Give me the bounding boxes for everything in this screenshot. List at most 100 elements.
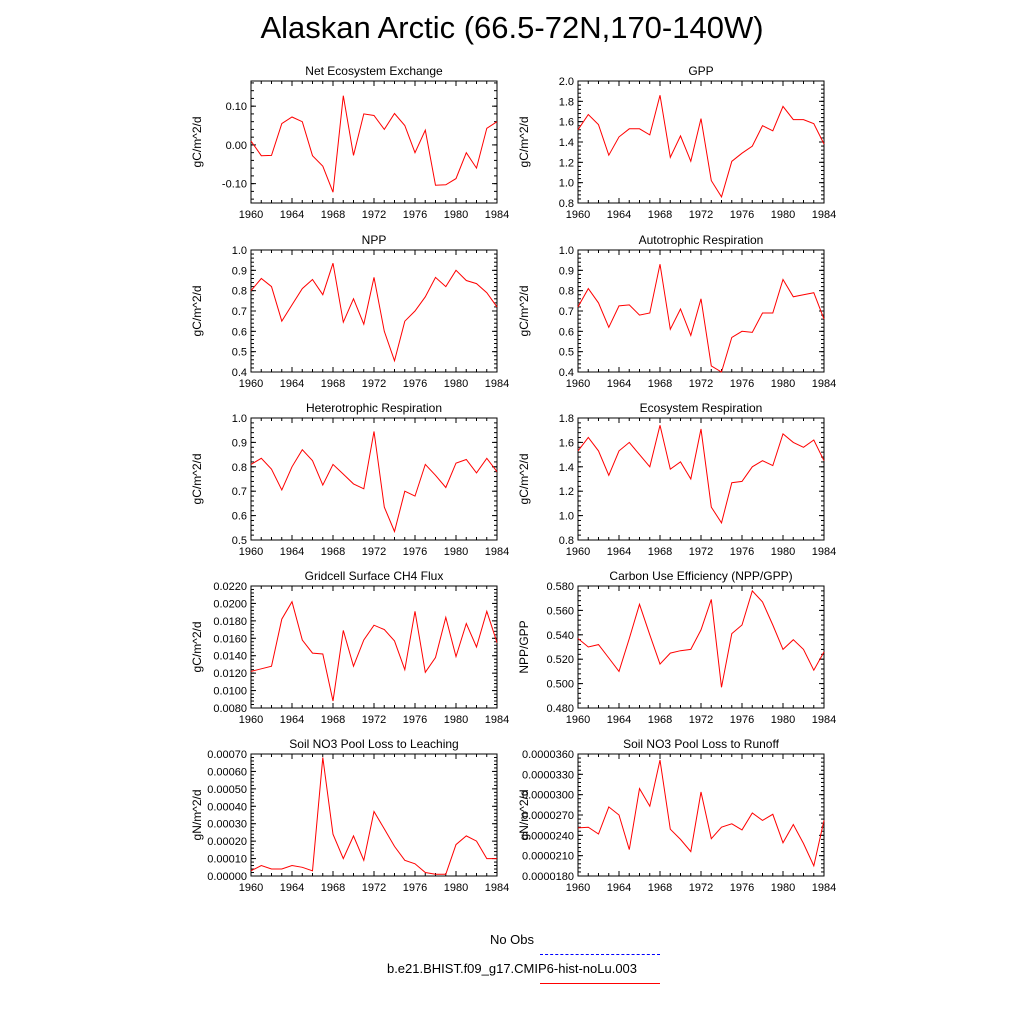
- x-tick-label: 1972: [362, 714, 386, 726]
- y-tick-label: 1.6: [559, 437, 574, 449]
- y-tick-label: 0.0000180: [522, 871, 574, 883]
- x-tick-label: 1976: [403, 378, 427, 390]
- x-tick-label: 1984: [812, 209, 836, 221]
- y-tick-label: 1.0: [559, 245, 574, 257]
- chart-title: Gridcell Surface CH4 Flux: [305, 569, 444, 583]
- y-tick-label: 0.9: [232, 265, 247, 277]
- legend-line-no-obs: [540, 954, 660, 955]
- x-tick-label: 1984: [485, 378, 509, 390]
- series-line: [250, 95, 498, 193]
- plot-frame: [250, 585, 498, 709]
- legend-label-no-obs: No Obs: [489, 932, 535, 947]
- series-line: [250, 757, 497, 875]
- series-line: [577, 264, 825, 373]
- x-tick-label: 1984: [812, 546, 836, 558]
- y-tick-label: 0.10: [226, 101, 247, 113]
- y-tick-label: 0.9: [559, 265, 574, 277]
- y-tick-label: 0.520: [546, 654, 574, 666]
- y-tick-label: 0.540: [546, 630, 574, 642]
- y-tick-label: 2.0: [559, 76, 574, 88]
- x-tick-label: 1984: [485, 546, 509, 558]
- chart-title: Autotrophic Respiration: [639, 233, 764, 247]
- y-tick-label: 1.0: [559, 178, 574, 190]
- chart-panel-4: Heterotrophic Respiration gC/m^2/d 1960 196…: [190, 401, 509, 558]
- chart-title: GPP: [688, 64, 713, 78]
- chart-panel-8: Soil NO3 Pool Loss to Leaching gN/m^2/d 19…: [190, 737, 509, 894]
- chart-title: Soil NO3 Pool Loss to Runoff: [623, 737, 780, 751]
- y-axis-label: gC/m^2/d: [190, 286, 204, 337]
- x-tick-label: 1980: [444, 209, 468, 221]
- x-tick-label: 1968: [321, 714, 345, 726]
- x-tick-label: 1968: [648, 714, 672, 726]
- x-tick-label: 1964: [607, 546, 631, 558]
- y-tick-label: 0.0000240: [522, 830, 574, 842]
- x-tick-label: 1984: [485, 714, 509, 726]
- series-line: [250, 263, 498, 363]
- x-tick-label: 1968: [321, 882, 345, 894]
- x-tick-label: 1984: [812, 378, 836, 390]
- chart-panel-7: Carbon Use Efficiency (NPP/GPP) NPP/GPP 19…: [517, 569, 836, 726]
- plot-frame: [250, 417, 498, 541]
- y-tick-label: 0.0160: [213, 633, 247, 645]
- x-tick-label: 1960: [239, 378, 263, 390]
- x-tick-label: 1960: [239, 714, 263, 726]
- x-tick-label: 1984: [485, 209, 509, 221]
- y-tick-label: 0.0080: [213, 703, 247, 715]
- y-tick-label: 0.0100: [213, 686, 247, 698]
- y-tick-label: 1.0: [232, 245, 247, 257]
- x-tick-label: 1976: [730, 714, 754, 726]
- y-tick-label: 0.6: [232, 511, 247, 523]
- x-tick-label: 1972: [362, 546, 386, 558]
- y-axis-label: gC/m^2/d: [190, 454, 204, 505]
- x-tick-label: 1976: [403, 882, 427, 894]
- plot-frame: [250, 80, 498, 204]
- chart-title: Carbon Use Efficiency (NPP/GPP): [609, 569, 792, 583]
- x-tick-label: 1960: [566, 546, 590, 558]
- y-tick-label: 0.8: [559, 198, 574, 210]
- x-tick-label: 1968: [648, 546, 672, 558]
- y-tick-label: -0.10: [222, 179, 247, 191]
- y-tick-label: 0.7: [232, 486, 247, 498]
- y-tick-label: 0.8: [232, 462, 247, 474]
- y-tick-label: 0.00: [226, 140, 247, 152]
- x-tick-label: 1984: [812, 882, 836, 894]
- y-tick-label: 0.8: [232, 286, 247, 298]
- chart-title: Ecosystem Respiration: [640, 401, 763, 415]
- y-tick-label: 0.480: [546, 703, 574, 715]
- x-tick-label: 1964: [607, 378, 631, 390]
- plot-frame: [577, 753, 825, 877]
- x-tick-label: 1972: [689, 378, 713, 390]
- legend-line-model: [540, 983, 660, 984]
- x-tick-label: 1968: [648, 882, 672, 894]
- y-tick-label: 0.6: [559, 326, 574, 338]
- chart-panel-6: Gridcell Surface CH4 Flux gC/m^2/d 1960 196…: [190, 569, 509, 726]
- chart-panel-0: Net Ecosystem Exchange gC/m^2/d 1960 1964 19…: [190, 64, 509, 221]
- x-tick-label: 1980: [444, 882, 468, 894]
- x-tick-label: 1976: [730, 882, 754, 894]
- y-tick-label: 0.4: [232, 367, 247, 379]
- x-tick-label: 1960: [239, 882, 263, 894]
- x-tick-label: 1976: [403, 714, 427, 726]
- x-tick-label: 1968: [321, 378, 345, 390]
- y-tick-label: 0.560: [546, 605, 574, 617]
- x-tick-label: 1964: [280, 882, 304, 894]
- y-tick-label: 1.4: [559, 462, 574, 474]
- y-axis-label: gC/m^2/d: [517, 454, 531, 505]
- x-tick-label: 1968: [321, 209, 345, 221]
- y-tick-label: 0.5: [232, 347, 247, 359]
- y-tick-label: 1.8: [559, 413, 574, 425]
- x-tick-label: 1972: [362, 378, 386, 390]
- x-tick-label: 1976: [730, 546, 754, 558]
- y-tick-label: 0.500: [546, 679, 574, 691]
- series-line: [577, 589, 825, 688]
- y-axis-label: NPP/GPP: [517, 620, 531, 673]
- y-tick-label: 0.00050: [207, 784, 247, 796]
- series-line: [250, 600, 498, 702]
- y-tick-label: 0.6: [232, 326, 247, 338]
- x-tick-label: 1980: [444, 378, 468, 390]
- y-tick-label: 0.00000: [207, 871, 247, 883]
- y-tick-label: 0.0140: [213, 651, 247, 663]
- x-tick-label: 1980: [444, 714, 468, 726]
- x-tick-label: 1964: [607, 882, 631, 894]
- plot-frame: [577, 249, 825, 373]
